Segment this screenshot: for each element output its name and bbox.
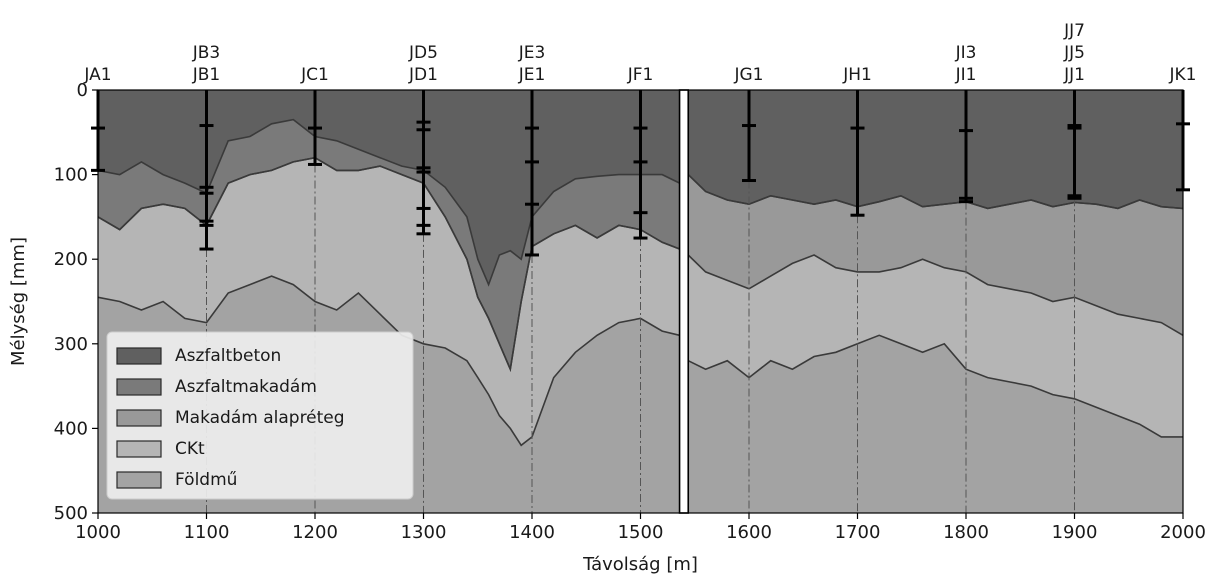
layer-makad-m-alapr-teg-right: [688, 174, 1183, 336]
y-tick-label: 100: [54, 165, 88, 186]
boundary-ckt-bottom-left: [98, 275, 680, 447]
layer-aszfaltbeton-right: [688, 90, 1183, 209]
y-tick-label: 0: [77, 80, 88, 101]
y-axis: 0 100 200 300 400 500: [54, 80, 98, 524]
x-tick-label: 2000: [1160, 522, 1206, 543]
x-tick-label: 1100: [184, 522, 230, 543]
x-tick-label: 1800: [943, 522, 989, 543]
boundary-ckt-bottom-right: [687, 334, 1183, 438]
core-label: JA1: [83, 65, 111, 85]
x-tick-label: 1200: [292, 522, 338, 543]
core-label: JF1: [627, 65, 654, 85]
x-tick-label: 1500: [618, 522, 664, 543]
y-tick-label: 400: [54, 418, 88, 439]
legend-swatch: [116, 471, 162, 489]
x-axis: 1000 1100 1200 1300 1400 1500 1600 1700 1800 1900…: [75, 513, 1206, 543]
legend-swatch: [116, 347, 162, 365]
boundary-aszfaltmakadam-bottom-right: [687, 174, 1183, 210]
legend-label: Földmű: [175, 470, 237, 490]
y-tick-label: 300: [54, 334, 88, 355]
x-tick-label: 1300: [401, 522, 447, 543]
legend-label: Aszfaltbeton: [175, 346, 281, 366]
core-label: JD1: [408, 65, 438, 85]
core-label: JG1: [733, 65, 763, 85]
core-label: JI1: [955, 65, 977, 85]
core-label: JK1: [1169, 65, 1197, 85]
core-label: JE3: [518, 43, 546, 63]
y-tick-label: 500: [54, 503, 88, 524]
legend: Aszfaltbeton Aszfaltmakadám Makadám alapré…: [106, 331, 414, 500]
x-tick-label: 1900: [1052, 522, 1098, 543]
layer-ckt-left: [98, 157, 680, 446]
x-tick-label: 1400: [509, 522, 555, 543]
x-tick-label: 1000: [75, 522, 121, 543]
gap-band: [678, 89, 690, 514]
boundary-makadam-bottom-right: [687, 254, 1183, 336]
core-label: JB3: [192, 43, 221, 63]
y-tick-label: 200: [54, 249, 88, 270]
layer-aszfaltbeton-left: [98, 90, 680, 285]
x-axis-title: Távolság [m]: [582, 554, 698, 575]
core-label: JJ5: [1063, 43, 1085, 63]
core-label: JJ1: [1063, 65, 1085, 85]
legend-box: [106, 331, 414, 500]
legend-label: Aszfaltmakadám: [175, 377, 317, 397]
core-label: JB1: [192, 65, 221, 85]
legend-label: Makadám alapréteg: [175, 408, 345, 428]
core-label: JE1: [518, 65, 546, 85]
core-label: JH1: [842, 65, 872, 85]
core-label: JI3: [955, 43, 977, 63]
layer-f-ldm--right: [688, 335, 1183, 513]
legend-label: CKt: [175, 439, 205, 459]
legend-swatch: [116, 378, 162, 396]
x-tick-label: 1700: [835, 522, 881, 543]
core-label: JD5: [408, 43, 438, 63]
y-axis-title: Mélység [mm]: [8, 237, 29, 366]
x-tick-label: 1600: [726, 522, 772, 543]
core-label: JC1: [300, 65, 329, 85]
legend-swatch: [116, 440, 162, 458]
legend-swatch: [116, 409, 162, 427]
core-label: JJ7: [1063, 21, 1085, 41]
section-gap: [678, 89, 690, 514]
